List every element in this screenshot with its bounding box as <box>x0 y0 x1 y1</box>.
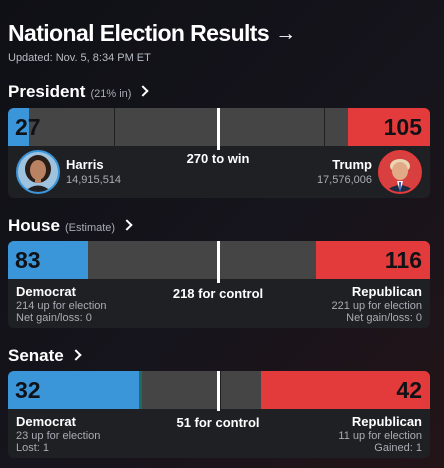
trump-portrait-icon <box>380 152 420 192</box>
page-title[interactable]: National Election Results <box>8 20 270 46</box>
updated-timestamp: Updated: Nov. 5, 8:34 PM ET <box>8 52 151 64</box>
harris-name: Harris <box>66 157 104 172</box>
chevron-right-icon[interactable] <box>70 349 82 361</box>
senate-dem-change: Lost: 1 <box>16 442 50 454</box>
house-threshold-label: 218 for control <box>172 286 264 301</box>
senate-title[interactable]: Senate <box>8 346 64 365</box>
senate-rep-value: 42 <box>396 377 422 403</box>
house-rep-segment <box>316 241 430 279</box>
president-rep-segment <box>348 108 430 146</box>
bar-divider <box>114 108 115 146</box>
house-dem-change: Net gain/loss: 0 <box>16 312 92 324</box>
senate-dem-up: 23 up for election <box>16 430 101 442</box>
president-dem-segment <box>8 108 29 146</box>
threshold-line <box>217 241 220 283</box>
threshold-line <box>217 108 220 150</box>
president-reporting-note: (21% in) <box>90 88 132 100</box>
president-card[interactable]: 27 105 270 to win Harris 14,915,514 Trum… <box>8 108 430 198</box>
senate-rep-party: Republican <box>351 414 422 429</box>
senate-dem-value: 32 <box>15 377 41 403</box>
house-rep-up: 221 up for election <box>331 300 422 312</box>
president-rep-value: 105 <box>383 114 422 140</box>
harris-portrait-icon <box>18 152 58 192</box>
trump-avatar <box>378 150 422 194</box>
house-title[interactable]: House <box>8 216 60 235</box>
senate-rep-change: Gained: 1 <box>374 442 422 454</box>
threshold-line <box>217 371 220 411</box>
senate-threshold-label: 51 for control <box>176 415 260 430</box>
house-estimate-note: (Estimate) <box>64 222 116 234</box>
harris-votes: 14,915,514 <box>66 174 122 186</box>
arrow-right-icon[interactable]: → <box>275 21 296 45</box>
trump-votes: 17,576,006 <box>316 174 372 186</box>
president-threshold-label: 270 to win <box>186 151 250 166</box>
president-section-link[interactable]: President (21% in) <box>8 82 150 102</box>
house-card[interactable]: 83 116 218 for control Democrat 214 up f… <box>8 241 430 328</box>
president-title[interactable]: President <box>8 82 86 101</box>
house-dem-value: 83 <box>15 247 41 273</box>
senate-section-link[interactable]: Senate <box>8 346 82 366</box>
senate-dem-segment <box>8 371 139 409</box>
chevron-right-icon[interactable] <box>121 219 133 231</box>
trump-name: Trump <box>332 157 372 172</box>
senate-independent-segment <box>139 371 142 409</box>
house-rep-change: Net gain/loss: 0 <box>346 312 422 324</box>
chevron-right-icon[interactable] <box>137 85 150 97</box>
house-dem-up: 214 up for election <box>16 300 107 312</box>
president-dem-value: 27 <box>15 114 41 140</box>
senate-card[interactable]: 32 42 51 for control Democrat 23 up for … <box>8 371 430 458</box>
senate-dem-party: Democrat <box>16 414 76 429</box>
house-section-link[interactable]: House (Estimate) <box>8 216 133 236</box>
house-dem-party: Democrat <box>16 284 76 299</box>
senate-rep-up: 11 up for election <box>338 430 422 442</box>
bar-divider <box>324 108 325 146</box>
bar-divider <box>220 371 221 409</box>
senate-rep-segment <box>261 371 430 409</box>
house-dem-segment <box>8 241 88 279</box>
harris-avatar <box>16 150 60 194</box>
house-rep-value: 116 <box>384 247 422 273</box>
house-rep-party: Republican <box>351 284 422 299</box>
page-title-link[interactable]: National Election Results → <box>8 20 296 47</box>
